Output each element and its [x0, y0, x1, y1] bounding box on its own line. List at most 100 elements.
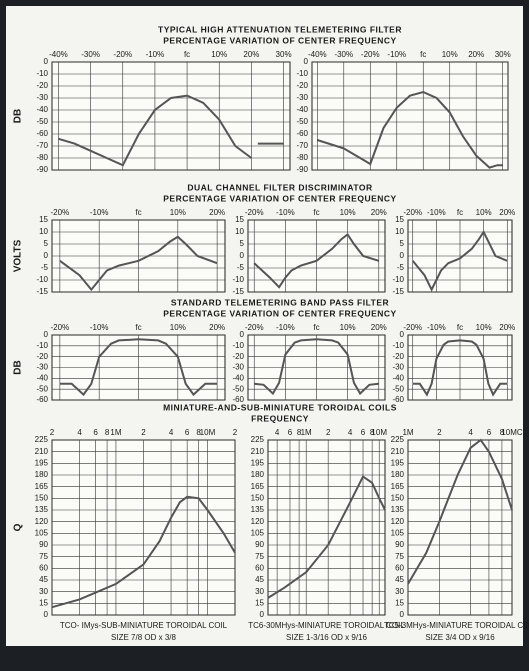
- y-tick-label: 150: [391, 493, 405, 502]
- y-tick-label: 105: [251, 528, 265, 537]
- coil-caption: TC6-30MHys-MINIATURE TOROIDAL COIL: [248, 621, 405, 630]
- y-tick-label: -50: [392, 384, 404, 393]
- x-tick-label: 10MC: [501, 428, 523, 437]
- y-tick-label: -10: [36, 275, 48, 284]
- x-tick-label: 6: [93, 428, 98, 437]
- x-tick-label: 1M: [110, 428, 121, 437]
- y-tick-label: -30: [392, 363, 404, 372]
- chart-title: TYPICAL HIGH ATTENUATION TELEMETERING FI…: [158, 24, 402, 34]
- y-tick-label: 195: [35, 458, 49, 467]
- x-tick-label: 2: [233, 428, 238, 437]
- y-tick-label: -90: [296, 165, 308, 174]
- y-tick-label: 150: [251, 493, 265, 502]
- y-tick-label: -5: [237, 263, 245, 272]
- x-tick-label: -20%: [51, 208, 70, 217]
- x-tick-label: 6: [487, 428, 492, 437]
- x-tick-label: 1M: [402, 428, 413, 437]
- plot-area: [267, 439, 386, 616]
- x-tick-label: fc: [420, 50, 426, 59]
- x-tick-label: -30%: [334, 50, 353, 59]
- x-tick-label: -20%: [361, 50, 380, 59]
- x-tick-label: 20%: [209, 323, 225, 332]
- y-tick-label: -20: [392, 352, 404, 361]
- x-tick-label: 20%: [371, 208, 387, 217]
- y-tick-label: 0: [240, 330, 245, 339]
- x-tick-label: fc: [184, 50, 190, 59]
- y-tick-label: -15: [232, 287, 244, 296]
- y-tick-label: 225: [391, 435, 405, 444]
- y-tick-label: 0: [240, 251, 245, 260]
- x-tick-label: fc: [313, 208, 319, 217]
- y-tick-label: 210: [35, 447, 49, 456]
- curve: [58, 94, 284, 167]
- x-tick-label: 10M: [200, 428, 216, 437]
- curve: [316, 90, 503, 169]
- x-tick-label: -10%: [387, 50, 406, 59]
- y-tick-label: -20: [232, 352, 244, 361]
- y-tick-label: -60: [392, 395, 404, 404]
- x-tick-label: 2: [141, 428, 146, 437]
- x-tick-label: 20%: [499, 208, 515, 217]
- y-axis-label: VOLTS: [13, 239, 24, 272]
- y-tick-label: -20: [296, 81, 308, 90]
- y-tick-label: 0: [260, 610, 265, 619]
- x-tick-label: -10%: [90, 323, 109, 332]
- x-tick-label: 8: [370, 428, 375, 437]
- x-tick-label: 4: [169, 428, 174, 437]
- x-tick-label: 6: [288, 428, 293, 437]
- x-tick-label: 10%: [340, 323, 356, 332]
- y-tick-label: -5: [397, 263, 405, 272]
- x-tick-label: 30%: [276, 50, 292, 59]
- y-tick-label: 210: [251, 447, 265, 456]
- y-tick-label: 10: [235, 227, 244, 236]
- y-tick-label: -40: [232, 373, 244, 382]
- x-tick-label: 10%: [476, 323, 492, 332]
- y-tick-label: -15: [392, 287, 404, 296]
- x-tick-label: -20%: [113, 50, 132, 59]
- y-tick-label: -10: [296, 69, 308, 78]
- y-tick-label: -70: [36, 141, 48, 150]
- y-tick-label: -10: [392, 275, 404, 284]
- y-tick-label: -15: [36, 287, 48, 296]
- y-tick-label: 90: [395, 540, 404, 549]
- x-tick-label: -40%: [308, 50, 327, 59]
- x-tick-label: -10%: [427, 208, 446, 217]
- x-tick-label: 2: [437, 428, 442, 437]
- x-tick-label: -40%: [49, 50, 68, 59]
- x-tick-label: -10%: [276, 208, 295, 217]
- y-tick-label: 75: [39, 552, 48, 561]
- x-tick-label: -20%: [403, 323, 422, 332]
- x-tick-label: 6: [185, 428, 190, 437]
- curve: [253, 232, 380, 289]
- x-tick-label: 10M: [371, 428, 387, 437]
- chart-subtitle: PERCENTAGE VARIATION OF CENTER FREQUENCY: [163, 35, 396, 45]
- y-tick-label: 30: [39, 587, 48, 596]
- y-tick-label: 105: [35, 528, 49, 537]
- curve: [254, 338, 379, 396]
- y-tick-label: -70: [296, 141, 308, 150]
- y-tick-label: 135: [391, 505, 405, 514]
- x-tick-label: -10%: [90, 208, 109, 217]
- y-tick-label: 180: [35, 470, 49, 479]
- y-tick-label: -60: [232, 395, 244, 404]
- curve: [412, 339, 508, 397]
- plot-area: [51, 61, 291, 171]
- y-tick-label: 0: [44, 610, 49, 619]
- x-tick-label: 30%: [495, 50, 511, 59]
- y-tick-label: -30: [296, 93, 308, 102]
- y-tick-label: 105: [391, 528, 405, 537]
- y-tick-label: -80: [36, 153, 48, 162]
- x-tick-label: 4: [77, 428, 82, 437]
- y-tick-label: 45: [395, 575, 404, 584]
- y-tick-label: -40: [36, 105, 48, 114]
- y-tick-label: 10: [395, 227, 404, 236]
- y-tick-label: 60: [395, 563, 404, 572]
- y-tick-label: -30: [36, 363, 48, 372]
- y-tick-label: 30: [395, 587, 404, 596]
- x-tick-label: 4: [468, 428, 473, 437]
- y-tick-label: 150: [35, 493, 49, 502]
- y-tick-label: -50: [36, 384, 48, 393]
- x-tick-label: fc: [457, 208, 463, 217]
- y-tick-label: 75: [395, 552, 404, 561]
